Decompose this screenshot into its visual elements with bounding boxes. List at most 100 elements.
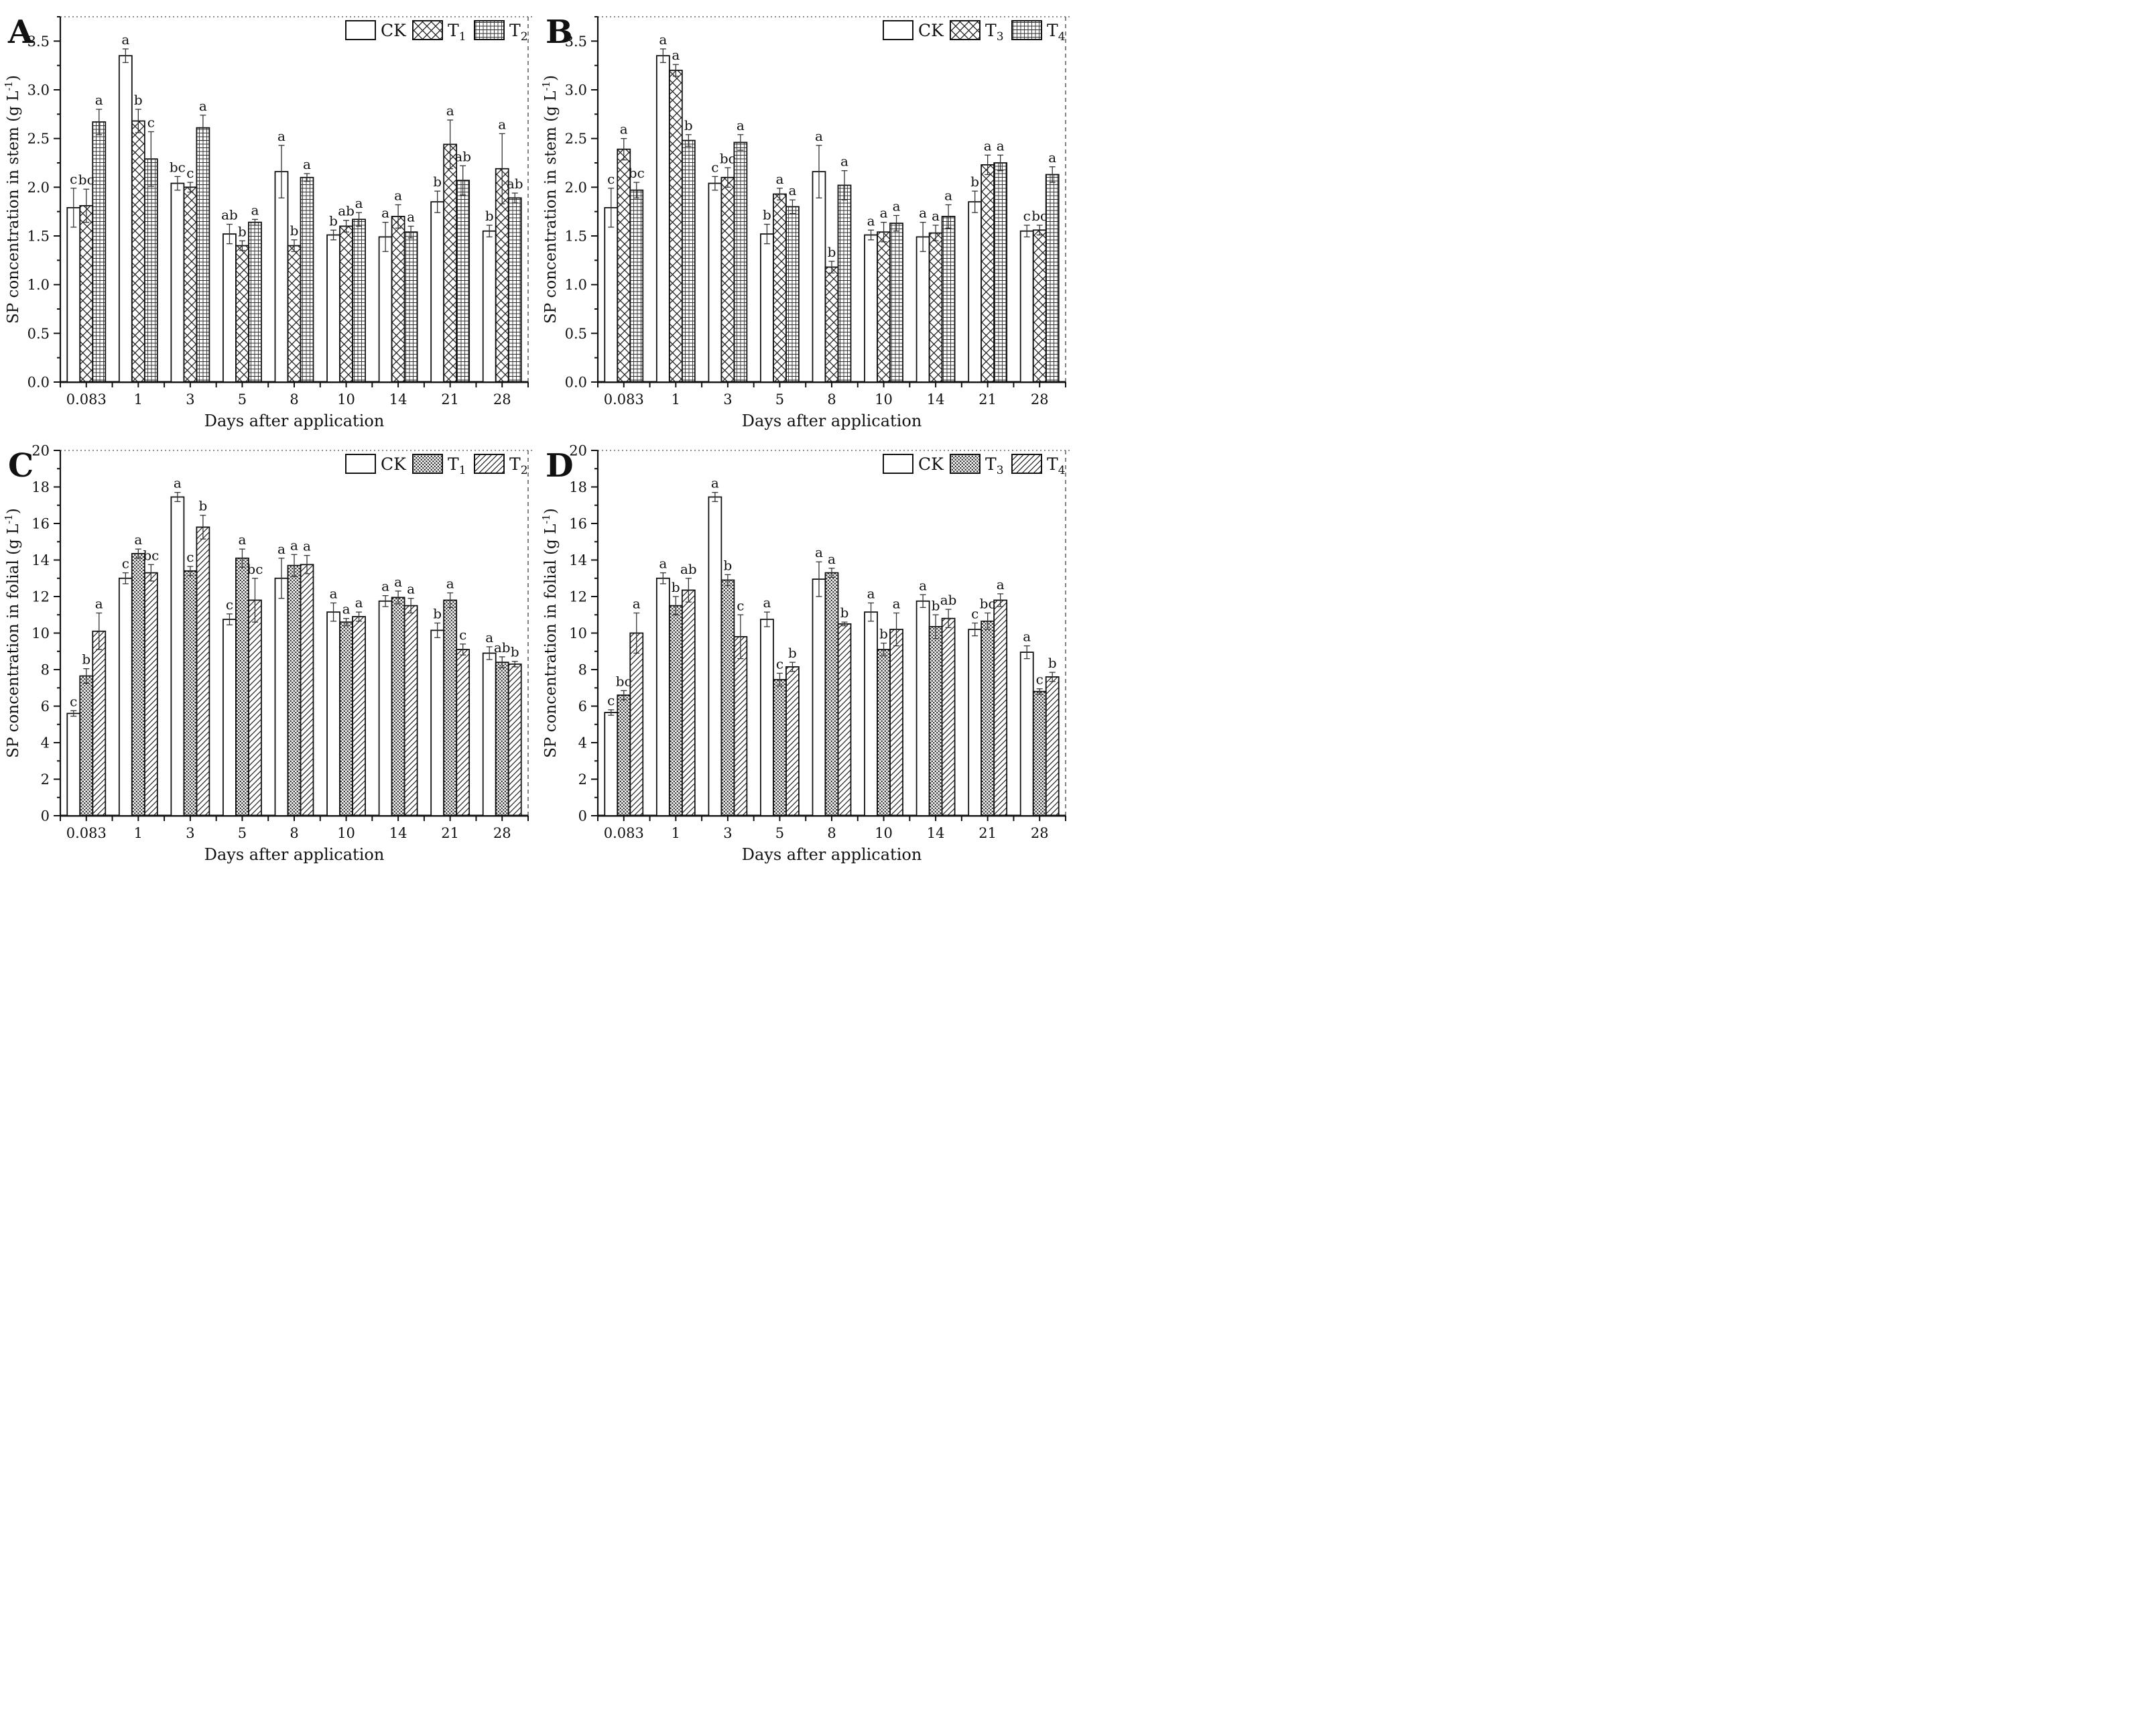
legend-swatch-T4 bbox=[1011, 454, 1042, 474]
y-ticks: 0 2 4 6 8 10 12 14 16 18 20 bbox=[31, 443, 60, 824]
sig-letter: b bbox=[134, 92, 143, 108]
bar-T2-day21 bbox=[456, 180, 470, 383]
legend-swatch-T3 bbox=[950, 454, 980, 474]
error-bar-T2-day8 bbox=[304, 173, 310, 182]
bar-T4-day21 bbox=[993, 162, 1008, 383]
legend-swatch-CK bbox=[883, 454, 913, 474]
x-tick-label: 14 bbox=[389, 825, 407, 841]
y-axis-title-main: SP concentration in folial (g L bbox=[5, 524, 22, 758]
error-bar-CK-day8 bbox=[816, 145, 822, 198]
bar-CK-day8 bbox=[274, 577, 289, 816]
error-bar-T2-day5 bbox=[251, 578, 258, 623]
bar-T4-day8 bbox=[837, 184, 852, 383]
legend-label-CK: CK bbox=[381, 21, 407, 40]
bar-T2-day1 bbox=[143, 158, 158, 383]
sig-letter: a bbox=[633, 596, 641, 612]
bar-CK-day3 bbox=[708, 496, 722, 816]
sig-letter: bc bbox=[720, 150, 736, 166]
x-tick-label: 0.083 bbox=[66, 825, 107, 841]
sig-letter: a bbox=[840, 153, 848, 170]
y-tick-label: 0 bbox=[578, 808, 587, 824]
error-bar-T4-day0.083 bbox=[633, 182, 640, 198]
error-bar-T2-day3 bbox=[200, 515, 206, 540]
sig-letter: c bbox=[971, 606, 978, 622]
error-bar-CK-day0.083 bbox=[70, 710, 77, 717]
y-tick-label: 3.5 bbox=[27, 34, 50, 50]
sig-letter: bc bbox=[78, 172, 94, 188]
error-bar-T3-day5 bbox=[776, 188, 783, 200]
bar-T4-day14 bbox=[941, 216, 956, 383]
legend-label-main: T bbox=[1047, 454, 1058, 474]
sig-letter: b bbox=[198, 498, 207, 514]
sig-letter: b bbox=[290, 223, 299, 239]
legend-label-main: CK bbox=[381, 454, 407, 474]
legend-label-T1: T1 bbox=[448, 454, 466, 477]
sig-letter: a bbox=[290, 537, 298, 553]
panel-letter-D: D bbox=[546, 447, 574, 485]
sig-letter: a bbox=[867, 586, 875, 602]
bar-T1-day3 bbox=[183, 570, 198, 816]
x-tick-label: 8 bbox=[827, 825, 836, 841]
bar-T1-day5 bbox=[235, 245, 249, 383]
sig-letter: bc bbox=[980, 596, 996, 612]
sig-letter: c bbox=[70, 693, 77, 709]
error-bar-T2-day1 bbox=[147, 564, 154, 582]
error-bar-T4-day8 bbox=[841, 170, 848, 200]
sig-letter: a bbox=[893, 198, 901, 214]
bar-T4-day21 bbox=[993, 599, 1008, 816]
error-bar-T4-day10 bbox=[893, 214, 900, 232]
sig-letter: b bbox=[723, 557, 732, 573]
sig-letter: a bbox=[919, 577, 927, 593]
x-tick-label: 21 bbox=[441, 391, 459, 408]
legend: CK T3 T4 bbox=[883, 20, 1066, 44]
error-bar-T3-day3 bbox=[724, 574, 731, 586]
error-bar-T1-day1 bbox=[135, 109, 141, 133]
bar-T4-day0.083 bbox=[629, 632, 644, 816]
y-tick-label: 14 bbox=[569, 552, 587, 568]
legend-swatch-CK bbox=[345, 454, 376, 474]
bar-T3-day28 bbox=[1032, 690, 1047, 816]
error-bar-CK-day5 bbox=[226, 223, 233, 245]
error-bar-CK-day1 bbox=[659, 48, 666, 63]
bar-T2-day3 bbox=[196, 526, 210, 816]
bar-T4-day14 bbox=[941, 617, 956, 816]
y-tick-label: 6 bbox=[578, 698, 587, 715]
error-bar-T1-day3 bbox=[187, 182, 194, 193]
bar-T4-day1 bbox=[681, 589, 696, 816]
chart-svg-B: 0.0 0.5 1.0 1.5 2.0 2.5 3.0 3.5 0.083 1 3 5 8 10 14 21 2… bbox=[540, 13, 1071, 430]
error-bar-T1-day5 bbox=[239, 240, 245, 251]
x-tick-label: 1 bbox=[672, 825, 680, 841]
bar-CK-day0.083 bbox=[66, 712, 81, 816]
y-tick-label: 18 bbox=[31, 479, 50, 495]
x-axis-title: Days after application bbox=[204, 412, 385, 430]
bar-CK-day3 bbox=[708, 182, 722, 383]
legend-label-main: T bbox=[509, 21, 521, 40]
sig-letter: c bbox=[737, 597, 744, 613]
sig-letter: b bbox=[879, 625, 888, 641]
y-ticks: 0.0 0.5 1.0 1.5 2.0 2.5 3.0 3.5 bbox=[27, 16, 60, 391]
bar-T2-day0.083 bbox=[92, 630, 107, 816]
legend-label-CK: CK bbox=[381, 454, 407, 474]
sig-letter: a bbox=[381, 578, 389, 595]
y-tick-label: 0.0 bbox=[565, 375, 587, 391]
legend-label-main: CK bbox=[918, 454, 944, 474]
bar-T4-day28 bbox=[1045, 676, 1060, 816]
legend-label-T2: T2 bbox=[509, 21, 528, 44]
bar-T3-day5 bbox=[773, 679, 787, 816]
error-bar-CK-day3 bbox=[174, 176, 181, 191]
sig-letter: a bbox=[330, 586, 338, 602]
error-bar-T3-day28 bbox=[1036, 225, 1043, 236]
error-bar-T2-day21 bbox=[460, 643, 466, 656]
bar-T1-day21 bbox=[443, 143, 458, 383]
sig-letter: b bbox=[970, 174, 979, 190]
bar-T3-day5 bbox=[773, 193, 787, 383]
bar-T1-day28 bbox=[495, 662, 509, 816]
bar-T3-day14 bbox=[928, 232, 943, 383]
bar-T4-day10 bbox=[889, 629, 903, 816]
error-bar-T3-day8 bbox=[828, 261, 835, 273]
y-axis-title-sup: -1 bbox=[3, 81, 15, 91]
sig-letter: ab bbox=[494, 639, 511, 656]
legend-label-T4: T4 bbox=[1047, 454, 1066, 477]
bar-CK-day5 bbox=[223, 619, 237, 816]
